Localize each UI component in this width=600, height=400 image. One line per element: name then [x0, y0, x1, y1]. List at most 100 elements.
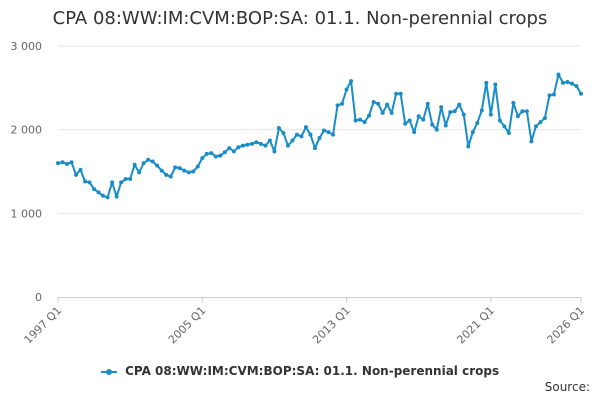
data-point[interactable]	[303, 125, 308, 130]
data-point[interactable]	[227, 146, 232, 151]
data-point[interactable]	[515, 114, 520, 119]
data-point[interactable]	[290, 138, 295, 143]
data-point[interactable]	[353, 118, 358, 123]
data-point[interactable]	[425, 101, 430, 106]
data-point[interactable]	[155, 163, 160, 168]
data-point[interactable]	[511, 100, 516, 105]
data-point[interactable]	[159, 168, 164, 173]
data-point[interactable]	[263, 143, 268, 148]
data-point[interactable]	[276, 125, 281, 130]
data-point[interactable]	[168, 174, 173, 179]
data-point[interactable]	[394, 91, 399, 96]
data-point[interactable]	[574, 84, 579, 89]
data-point[interactable]	[344, 87, 349, 92]
data-point[interactable]	[254, 140, 259, 145]
legend[interactable]: CPA 08:WW:IM:CVM:BOP:SA: 01.1. Non-peren…	[0, 364, 600, 378]
data-point[interactable]	[533, 124, 538, 129]
data-point[interactable]	[479, 108, 484, 113]
data-point[interactable]	[78, 167, 83, 172]
data-point[interactable]	[308, 132, 313, 137]
data-point[interactable]	[461, 112, 466, 117]
data-point[interactable]	[173, 165, 178, 170]
data-point[interactable]	[150, 159, 155, 164]
data-point[interactable]	[74, 172, 79, 177]
data-point[interactable]	[191, 169, 196, 174]
data-point[interactable]	[569, 81, 574, 86]
data-point[interactable]	[164, 172, 169, 177]
data-point[interactable]	[380, 110, 385, 115]
data-point[interactable]	[299, 134, 304, 139]
data-point[interactable]	[398, 91, 403, 96]
data-point[interactable]	[551, 92, 556, 97]
data-point[interactable]	[245, 142, 250, 147]
data-point[interactable]	[56, 161, 60, 166]
data-point[interactable]	[506, 131, 511, 136]
data-point[interactable]	[529, 139, 534, 144]
data-point[interactable]	[470, 130, 475, 135]
data-point[interactable]	[182, 168, 187, 173]
data-point[interactable]	[119, 180, 124, 185]
data-point[interactable]	[285, 143, 290, 148]
data-point[interactable]	[416, 114, 421, 119]
data-point[interactable]	[331, 132, 336, 137]
data-point[interactable]	[565, 79, 570, 84]
data-point[interactable]	[267, 138, 272, 143]
data-point[interactable]	[358, 117, 363, 122]
data-point[interactable]	[443, 123, 448, 128]
data-point[interactable]	[83, 179, 88, 184]
data-point[interactable]	[137, 170, 142, 175]
data-point[interactable]	[101, 193, 106, 198]
data-point[interactable]	[430, 122, 435, 127]
data-point[interactable]	[92, 187, 97, 192]
data-point[interactable]	[294, 132, 299, 137]
data-point[interactable]	[349, 79, 354, 84]
data-point[interactable]	[186, 170, 191, 175]
data-point[interactable]	[524, 109, 529, 114]
data-point[interactable]	[128, 177, 133, 182]
data-point[interactable]	[466, 144, 471, 149]
data-point[interactable]	[281, 131, 286, 136]
data-point[interactable]	[236, 145, 241, 150]
data-point[interactable]	[520, 109, 525, 114]
data-point[interactable]	[132, 162, 137, 167]
data-point[interactable]	[556, 72, 561, 77]
data-point[interactable]	[448, 110, 453, 115]
data-point[interactable]	[493, 82, 498, 87]
data-point[interactable]	[488, 112, 493, 117]
data-point[interactable]	[367, 113, 372, 118]
data-point[interactable]	[60, 160, 65, 165]
data-point[interactable]	[272, 149, 277, 154]
data-point[interactable]	[110, 180, 115, 185]
data-point[interactable]	[105, 195, 110, 200]
data-point[interactable]	[502, 124, 507, 129]
data-point[interactable]	[65, 161, 70, 166]
data-point[interactable]	[434, 127, 439, 132]
data-point[interactable]	[209, 151, 214, 156]
data-point[interactable]	[317, 136, 322, 141]
data-point[interactable]	[362, 120, 367, 125]
data-point[interactable]	[87, 180, 92, 185]
data-point[interactable]	[389, 110, 394, 115]
data-point[interactable]	[96, 190, 101, 195]
data-point[interactable]	[177, 166, 182, 171]
data-point[interactable]	[322, 128, 327, 133]
data-point[interactable]	[146, 157, 151, 162]
data-point[interactable]	[385, 102, 390, 107]
data-point[interactable]	[579, 91, 583, 96]
data-point[interactable]	[457, 102, 462, 107]
data-point[interactable]	[240, 143, 245, 148]
data-point[interactable]	[538, 120, 543, 125]
data-point[interactable]	[376, 101, 381, 106]
data-point[interactable]	[371, 100, 376, 105]
data-point[interactable]	[195, 164, 200, 169]
data-point[interactable]	[200, 156, 205, 161]
data-point[interactable]	[141, 161, 146, 166]
data-point[interactable]	[204, 151, 209, 156]
data-point[interactable]	[258, 141, 263, 146]
data-point[interactable]	[421, 117, 426, 122]
data-point[interactable]	[335, 103, 340, 108]
data-point[interactable]	[547, 93, 552, 98]
data-point[interactable]	[403, 121, 408, 126]
data-point[interactable]	[69, 160, 74, 165]
data-point[interactable]	[218, 153, 223, 158]
